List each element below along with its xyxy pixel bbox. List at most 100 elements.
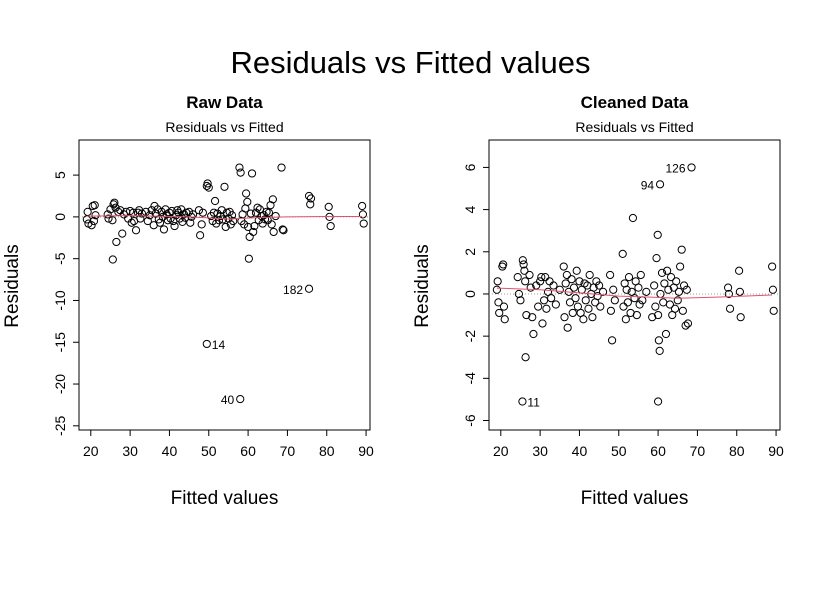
x-tick-label: 70 xyxy=(280,443,296,459)
data-point xyxy=(642,287,651,296)
data-point xyxy=(677,245,686,254)
data-point xyxy=(217,206,226,215)
data-point xyxy=(676,262,685,271)
data-point xyxy=(659,298,668,307)
data-point xyxy=(204,183,213,192)
data-point xyxy=(768,285,778,294)
data-point xyxy=(542,304,551,313)
x-tick-label: 40 xyxy=(162,443,178,459)
data-point xyxy=(538,319,547,328)
data-point xyxy=(118,229,127,238)
data-point xyxy=(209,208,218,217)
data-point xyxy=(534,302,543,311)
data-point xyxy=(197,220,206,229)
panel-cleaned-data: Cleaned Data Residuals vs Fitted Fitted … xyxy=(412,93,784,509)
data-point xyxy=(653,397,663,406)
data-point xyxy=(543,287,553,296)
data-point xyxy=(277,163,286,172)
data-point xyxy=(170,221,179,231)
data-point xyxy=(569,283,579,292)
data-point xyxy=(250,221,259,231)
outlier-label: 182 xyxy=(283,283,303,297)
data-point xyxy=(220,182,229,191)
x-tick-label: 40 xyxy=(572,443,588,459)
data-point xyxy=(628,213,638,223)
data-point xyxy=(682,285,691,294)
outlier-point xyxy=(236,394,245,404)
data-point xyxy=(245,232,254,242)
data-point xyxy=(271,211,280,221)
data-point xyxy=(242,189,251,198)
x-tick-label: 90 xyxy=(768,443,784,459)
data-point xyxy=(670,304,680,313)
data-point xyxy=(304,191,314,201)
outlier-label: 11 xyxy=(527,396,540,410)
data-point xyxy=(90,201,99,210)
data-point xyxy=(567,275,576,284)
data-point xyxy=(253,203,262,212)
data-point xyxy=(268,195,277,204)
outlier-label: 14 xyxy=(212,338,226,352)
data-point xyxy=(324,202,333,211)
data-point xyxy=(243,222,253,232)
data-point xyxy=(87,221,96,230)
data-point xyxy=(112,237,121,247)
x-tick-label: 60 xyxy=(650,443,666,459)
data-point xyxy=(683,319,693,328)
panel-raw-data: Raw Data Residuals vs Fitted Fitted valu… xyxy=(2,93,374,509)
data-point xyxy=(547,294,556,303)
data-point xyxy=(104,214,113,223)
data-point xyxy=(235,163,244,172)
data-point xyxy=(581,296,590,305)
y-tick-label: -2 xyxy=(462,330,478,343)
data-point xyxy=(568,308,577,318)
data-point xyxy=(673,296,682,305)
data-point xyxy=(595,281,604,290)
data-point xyxy=(623,298,632,307)
data-point xyxy=(279,226,288,235)
data-point xyxy=(358,201,367,211)
y-tick-label: 6 xyxy=(462,163,478,171)
data-point xyxy=(247,169,257,178)
data-point xyxy=(136,214,145,223)
x-tick-label: 70 xyxy=(690,443,706,459)
data-point xyxy=(516,296,525,305)
data-point xyxy=(306,200,315,209)
y-tick-label: 0 xyxy=(462,290,478,298)
y-tick-label: -5 xyxy=(52,252,68,265)
outlier-point xyxy=(655,180,665,189)
y-tick-label: -10 xyxy=(52,290,68,310)
data-point xyxy=(108,255,117,264)
data-point xyxy=(500,315,509,324)
data-point xyxy=(528,313,537,322)
data-point xyxy=(514,289,523,299)
data-point xyxy=(609,285,618,294)
data-point xyxy=(606,306,616,315)
data-point xyxy=(723,283,733,292)
data-point xyxy=(131,226,141,235)
y-tick-label: 0 xyxy=(52,213,68,221)
data-point xyxy=(584,304,593,313)
data-point xyxy=(249,227,258,237)
data-point xyxy=(735,266,744,275)
data-point xyxy=(624,272,634,282)
data-point xyxy=(119,210,128,219)
data-point xyxy=(655,346,664,356)
y-axis-label: Residuals xyxy=(2,244,23,327)
data-point xyxy=(559,262,568,271)
figure-title: Residuals vs Fitted values xyxy=(230,45,590,80)
y-tick-label: -25 xyxy=(52,415,68,435)
data-point xyxy=(306,194,316,203)
data-point xyxy=(635,300,644,309)
data-point xyxy=(267,220,276,229)
data-point xyxy=(493,277,502,286)
outlier-point xyxy=(687,163,696,172)
data-point xyxy=(545,277,554,286)
data-point xyxy=(103,210,112,219)
data-point xyxy=(358,210,368,219)
x-tick-label: 80 xyxy=(319,443,335,459)
data-point xyxy=(555,285,564,294)
x-tick-label: 80 xyxy=(729,443,745,459)
data-point xyxy=(518,256,527,265)
data-point xyxy=(632,310,641,320)
